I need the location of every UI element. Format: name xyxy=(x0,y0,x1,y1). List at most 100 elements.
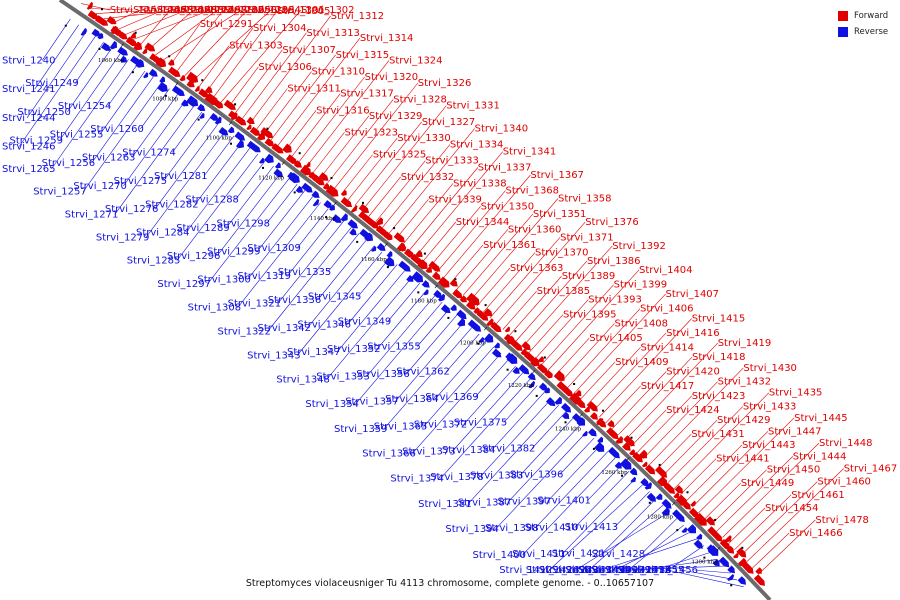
forward-gene xyxy=(369,220,379,229)
leader-line xyxy=(630,409,667,447)
leader-line xyxy=(694,569,731,574)
forward-gene xyxy=(322,183,330,190)
reverse-gene-label: Strvi_1284 xyxy=(136,228,190,239)
forward-gene xyxy=(271,143,284,154)
reverse-gene-label: Strvi_1374 xyxy=(390,474,444,485)
leader-line xyxy=(548,484,644,571)
forward-gene xyxy=(246,116,255,124)
forward-gene-label: Strvi_1435 xyxy=(769,388,823,399)
forward-gene xyxy=(375,225,388,236)
tick-mark xyxy=(281,161,285,166)
forward-gene xyxy=(642,461,648,468)
leader-line xyxy=(227,66,259,108)
leader-line xyxy=(394,321,465,402)
feature-mark xyxy=(266,127,269,130)
leader-line xyxy=(642,381,718,459)
forward-gene-label: Strvi_1266 xyxy=(133,5,187,16)
leader-line xyxy=(679,458,717,496)
forward-gene xyxy=(673,492,680,499)
reverse-gene-label: Strvi_1298 xyxy=(217,219,271,230)
reverse-gene-label: Strvi_1319 xyxy=(238,271,292,282)
reverse-gene xyxy=(159,76,166,83)
leader-line xyxy=(103,9,181,20)
leader-line xyxy=(592,332,667,412)
forward-gene xyxy=(615,436,624,444)
tick-mark xyxy=(483,327,487,331)
reverse-gene-label: Strvi_1375 xyxy=(454,418,508,429)
forward-gene xyxy=(186,80,195,88)
forward-gene-label: Strvi_1311 xyxy=(287,84,341,95)
reverse-gene-label: Strvi_1296 xyxy=(167,251,221,262)
reverse-gene-label: Strvi_1279 xyxy=(96,232,150,243)
reverse-gene xyxy=(275,162,281,169)
forward-gene-label: Strvi_1406 xyxy=(640,304,694,315)
leader-line xyxy=(440,378,531,479)
reverse-gene xyxy=(301,182,313,193)
reverse-gene xyxy=(109,40,117,50)
leader-line xyxy=(611,371,667,430)
forward-gene xyxy=(563,387,574,397)
reverse-gene-label: Strvi_1288 xyxy=(185,195,239,206)
reverse-gene-label: Strvi_1342 xyxy=(258,323,312,334)
reverse-gene xyxy=(312,198,320,207)
leader-line xyxy=(194,141,243,205)
reverse-gene-label: Strvi_1378 xyxy=(430,472,484,483)
reverse-gene xyxy=(186,95,199,107)
forward-gene-label: Strvi_1447 xyxy=(768,426,822,437)
reverse-gene-label: Strvi_1265 xyxy=(2,164,56,175)
forward-gene xyxy=(449,279,458,287)
leader-line xyxy=(140,9,171,45)
leader-line xyxy=(336,270,406,353)
reverse-gene-label: Strvi_1309 xyxy=(247,243,301,254)
forward-gene xyxy=(596,417,607,428)
forward-gene xyxy=(194,85,200,92)
forward-gene-label: Strvi_1367 xyxy=(530,170,584,181)
forward-gene-label: Strvi_1368 xyxy=(506,186,560,197)
leader-line xyxy=(207,177,290,285)
reverse-gene xyxy=(655,493,663,500)
forward-gene-label: Strvi_1287 xyxy=(211,5,265,16)
forward-gene-label: Strvi_1339 xyxy=(428,194,482,205)
leader-line xyxy=(436,190,506,273)
leader-line xyxy=(110,9,141,25)
leader-line xyxy=(375,160,426,223)
leader-line xyxy=(469,198,559,301)
forward-gene-label: Strvi_1444 xyxy=(793,451,847,462)
reverse-gene-label: Strvi_1440 xyxy=(578,565,632,576)
leader-line xyxy=(327,233,360,273)
forward-gene xyxy=(110,25,123,36)
leader-line xyxy=(185,147,251,233)
feature-mark xyxy=(293,191,296,194)
leader-line xyxy=(429,206,481,267)
forward-gene-label: Strvi_1419 xyxy=(718,338,772,349)
forward-gene xyxy=(719,539,731,550)
reverse-gene-label: Strvi_1249 xyxy=(25,78,79,89)
leader-line xyxy=(680,569,738,581)
forward-gene xyxy=(144,42,156,52)
tick-label: 1280 kbp xyxy=(647,515,674,521)
reverse-gene xyxy=(629,467,638,476)
feature-mark xyxy=(648,501,651,504)
reverse-gene xyxy=(727,565,735,574)
reverse-gene-label: Strvi_1426 xyxy=(526,565,580,576)
forward-gene-label: Strvi_1350 xyxy=(481,201,535,212)
reverse-gene-label: Strvi_1282 xyxy=(145,199,199,210)
leader-line xyxy=(456,229,509,290)
leader-line xyxy=(266,184,298,224)
leader-line xyxy=(123,100,186,187)
reverse-gene-label: Strvi_1472 xyxy=(617,565,671,576)
leader-line xyxy=(474,359,509,398)
reverse-gene xyxy=(594,442,605,452)
leader-line xyxy=(368,176,401,217)
leader-line xyxy=(502,291,537,330)
leader-line xyxy=(242,32,307,119)
forward-gene xyxy=(683,501,691,510)
legend-forward: Forward xyxy=(838,8,900,23)
leader-line xyxy=(716,456,794,532)
leader-line xyxy=(291,93,341,157)
leader-line xyxy=(661,419,718,477)
feature-mark xyxy=(234,103,237,106)
leader-line xyxy=(479,398,552,478)
forward-gene-label: Strvi_1301 xyxy=(271,5,325,16)
leader-line xyxy=(82,82,162,192)
